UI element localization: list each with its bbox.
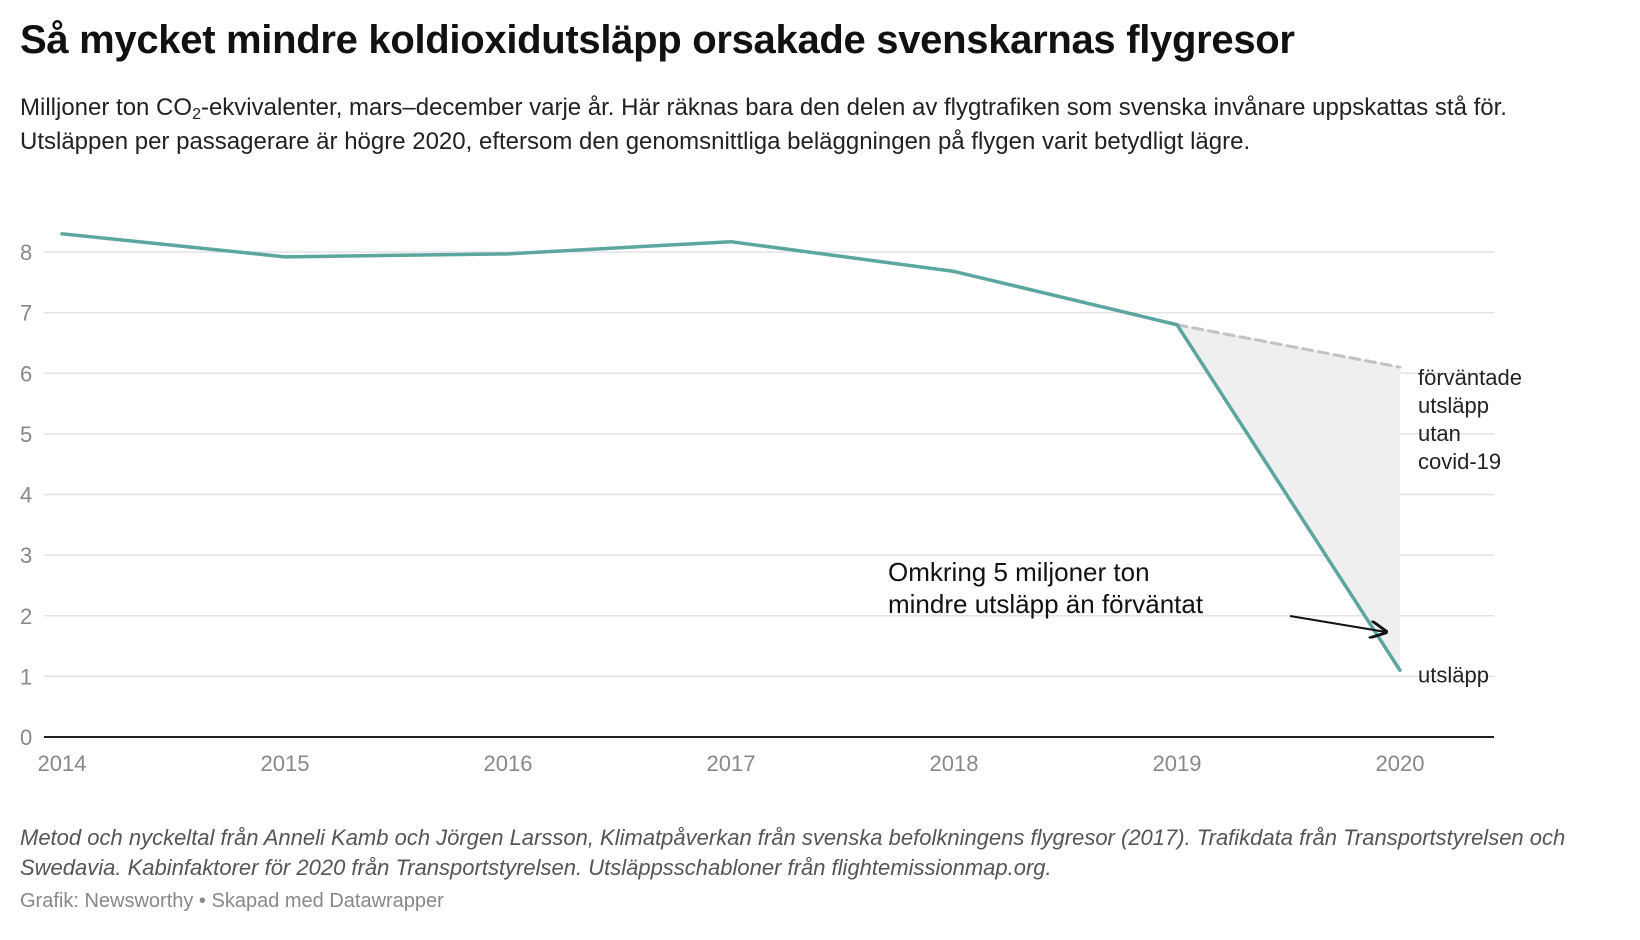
y-tick-label: 0 — [20, 725, 32, 750]
credit-line: Grafik: Newsworthy • Skapad med Datawrap… — [20, 890, 444, 912]
x-tick-label: 2014 — [38, 751, 87, 776]
expected-label-line: utan — [1418, 421, 1461, 446]
x-tick-label: 2018 — [930, 751, 979, 776]
y-tick-label: 6 — [20, 361, 32, 386]
y-tick-label: 8 — [20, 240, 32, 265]
x-tick-label: 2019 — [1153, 751, 1202, 776]
y-tick-label: 5 — [20, 422, 32, 447]
x-tick-label: 2016 — [484, 751, 533, 776]
emissions-line — [60, 232, 1402, 673]
actual-emissions-label: utsläpp — [1418, 662, 1489, 687]
expected-emissions-label: förväntade utsläpp utan covid-19 — [1418, 365, 1522, 474]
y-tick-label: 7 — [20, 301, 32, 326]
x-tick-label: 2017 — [707, 751, 756, 776]
x-axis-ticks: 2014 2015 2016 2017 2018 2019 2020 — [38, 751, 1425, 776]
expected-label-line: utsläpp — [1418, 393, 1489, 418]
difference-label-line: mindre utsläpp än förväntat — [888, 589, 1204, 619]
chart-title: Så mycket mindre koldioxidutsläpp orsaka… — [20, 18, 1295, 62]
x-tick-label: 2015 — [261, 751, 310, 776]
difference-annotation: Omkring 5 miljoner ton mindre utsläpp än … — [888, 557, 1204, 619]
y-tick-label: 3 — [20, 543, 32, 568]
series-lines — [60, 232, 1402, 673]
difference-label-line: Omkring 5 miljoner ton — [888, 557, 1150, 587]
y-tick-label: 2 — [20, 604, 32, 629]
line-chart: 0 1 2 3 4 5 6 7 8 2014 2015 2016 2017 2018 2019 2020 f… — [20, 232, 1522, 776]
chart-subtitle: Milljoner ton CO2-ekvivalenter, mars–dec… — [20, 91, 1620, 159]
y-tick-label: 1 — [20, 664, 32, 689]
subtitle-subscript: 2 — [192, 106, 201, 123]
y-axis-ticks: 0 1 2 3 4 5 6 7 8 — [20, 240, 32, 750]
source-notes: Metod och nyckeltal från Anneli Kamb och… — [20, 825, 1566, 880]
subtitle-start: Milljoner ton CO — [20, 94, 193, 121]
chart-annotations: förväntade utsläpp utan covid-19 utsläpp Om… — [888, 365, 1522, 687]
expected-label-line: förväntade — [1418, 365, 1522, 390]
y-tick-label: 4 — [20, 483, 32, 508]
expected-emissions-line — [1175, 323, 1402, 369]
x-tick-label: 2020 — [1376, 751, 1425, 776]
subtitle-rest: -ekvivalenter, mars–december varje år. H… — [20, 94, 1507, 155]
expected-label-line: covid-19 — [1418, 449, 1501, 474]
annotation-arrow — [1289, 615, 1386, 632]
